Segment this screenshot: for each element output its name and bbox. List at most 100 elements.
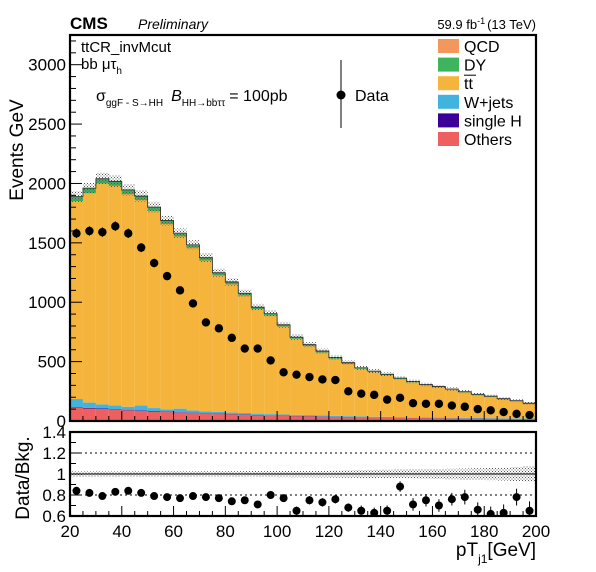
bar-w+jets <box>160 409 174 412</box>
uncertainty-band-bin <box>432 384 446 389</box>
ratio-band-bin <box>510 466 524 482</box>
bar-w+jets <box>186 410 200 413</box>
bar-single-h <box>121 409 135 411</box>
ratio-point <box>292 506 301 515</box>
y-tick-label: 1000 <box>28 293 66 312</box>
bar-others <box>354 417 368 421</box>
data-point <box>201 318 211 327</box>
ratio-point <box>163 493 172 502</box>
main-y-axis: 0 500 1000 1500 2000 2500 3000 <box>28 40 82 431</box>
uncertainty-band-bin <box>186 240 200 250</box>
xsec-label: σggF - S→HH BHH→bbττ = 100pb <box>96 88 288 109</box>
bar-w+jets <box>82 402 96 408</box>
x-tick-label: 200 <box>522 522 550 541</box>
ratio-band-bin <box>445 468 459 480</box>
ratio-band-bin <box>160 471 174 477</box>
data-point <box>486 406 495 415</box>
legend-swatch-w+jets <box>438 94 459 109</box>
ratio-point <box>253 500 262 509</box>
bar-others <box>134 410 148 421</box>
ratio-y-axis: 0.6 0.8 1 1.2 1.4 <box>42 423 82 526</box>
ratio-point <box>396 482 405 491</box>
uncertainty-band-bin <box>406 379 420 384</box>
bar-tt <box>328 358 342 416</box>
ratio-panel: 0.6 0.8 1 1.2 1.4 20 40 60 80 100 120 140 160 180 200… <box>13 423 550 566</box>
x-tick-label: 80 <box>216 522 235 541</box>
bar-w+jets <box>147 408 161 412</box>
bar-tt <box>82 192 96 403</box>
uncertainty-band-bin <box>367 369 381 374</box>
bar-w+jets <box>277 414 291 416</box>
uncertainty-band-bin <box>315 348 329 354</box>
ratio-band-bin <box>225 471 239 477</box>
bar-others <box>315 416 329 421</box>
ratio-band-bin <box>212 471 226 477</box>
data-point <box>136 243 146 252</box>
bar-w+jets <box>173 408 187 413</box>
ratio-point <box>305 496 314 505</box>
legend-label: QCD <box>464 39 500 56</box>
ratio-point <box>434 501 443 510</box>
cms-label: CMS <box>70 14 108 33</box>
ratio-band-bin <box>484 467 498 481</box>
ratio-point <box>473 505 482 514</box>
uncertainty-band-bin <box>458 390 472 394</box>
xsec-sub: ggF - S→HH <box>106 98 163 109</box>
ratio-band-bin <box>341 470 355 478</box>
legend-swatch-qcd <box>438 39 459 53</box>
uncertainty-band-bin <box>121 184 135 196</box>
uncertainty-band-bin <box>354 365 368 370</box>
ratio-band-bin <box>367 469 381 479</box>
ratio-y-tick-label: 1.2 <box>42 444 66 463</box>
bar-others <box>264 415 278 421</box>
uncertainty-band-bin <box>199 253 213 262</box>
bar-others <box>82 408 96 421</box>
ratio-point <box>421 496 430 505</box>
ratio-band-bin <box>315 470 329 478</box>
ratio-point <box>279 494 288 503</box>
bar-others <box>225 414 239 421</box>
data-point <box>72 229 81 238</box>
data-point <box>188 299 198 308</box>
data-point <box>499 407 508 417</box>
ratio-band-bin <box>134 471 148 477</box>
bar-w+jets <box>251 413 265 415</box>
bar-others <box>251 415 265 421</box>
data-point <box>357 389 366 398</box>
bar-tt <box>121 194 135 407</box>
bar-others <box>445 418 459 421</box>
uncertainty-layer <box>70 172 536 405</box>
uncertainty-band-bin <box>497 397 511 401</box>
stack-outline <box>70 178 536 421</box>
channel-main: bb μτ <box>81 56 116 73</box>
legend-label: Others <box>464 132 512 149</box>
bar-tt <box>108 185 122 406</box>
ratio-point <box>137 488 146 497</box>
uncertainty-band-bin <box>238 289 252 297</box>
preliminary-label: Preliminary <box>138 16 209 32</box>
bar-others <box>160 412 174 421</box>
data-point <box>344 387 353 396</box>
ratio-band-bin <box>497 467 511 481</box>
ratio-band-bin <box>303 470 316 478</box>
bar-tt <box>315 352 329 416</box>
ratio-point <box>447 495 456 504</box>
bar-others <box>458 418 472 421</box>
bar-w+jets <box>354 416 368 418</box>
ratio-point <box>499 508 508 516</box>
data-point <box>305 372 314 382</box>
ratio-point <box>460 493 469 502</box>
bar-tt <box>186 247 200 411</box>
bar-w+jets <box>445 417 459 419</box>
ratio-band-bin <box>419 469 433 479</box>
bar-w+jets <box>108 405 122 410</box>
ratio-point <box>85 488 94 497</box>
legend-swatch-dy <box>438 57 459 72</box>
uncertainty-band-bin <box>328 355 342 360</box>
ratio-band-bin <box>380 469 394 479</box>
uncertainty-band-bin <box>95 172 109 185</box>
data-point <box>292 370 301 379</box>
ratio-point <box>357 506 366 515</box>
y-tick-label: 0 <box>57 412 66 431</box>
bar-others <box>95 409 109 421</box>
